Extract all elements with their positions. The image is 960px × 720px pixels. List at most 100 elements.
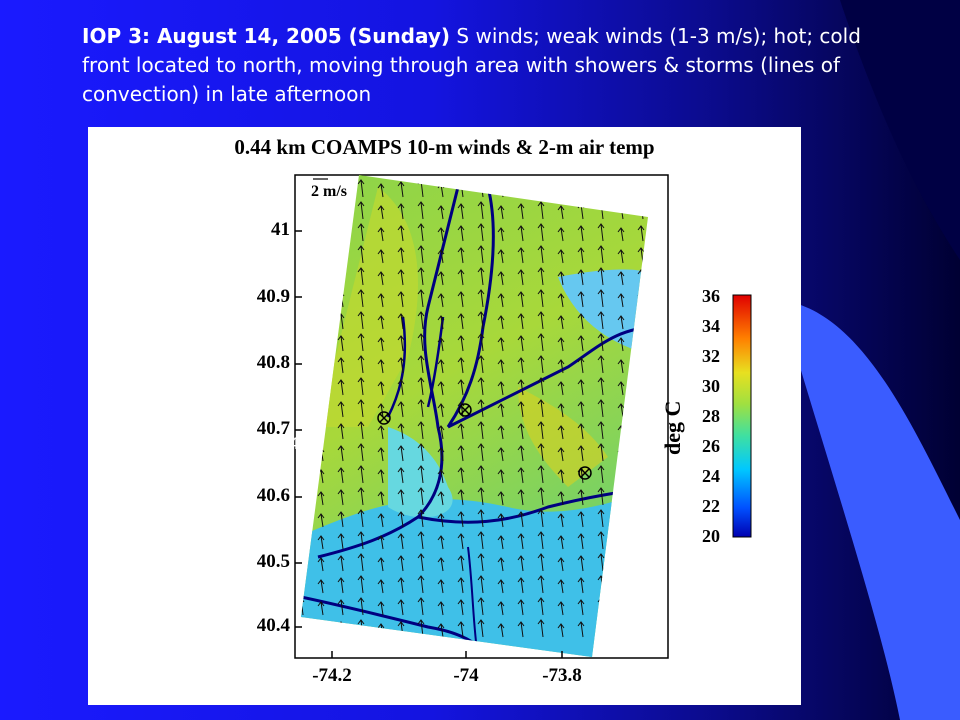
colorbar-tick-label: 22 — [702, 496, 720, 516]
wind-arrow — [417, 487, 425, 506]
wind-arrow — [537, 465, 545, 484]
wind-arrow — [557, 535, 565, 550]
wind-arrow — [517, 577, 525, 594]
wind-arrow — [517, 401, 525, 418]
wind-arrow — [377, 425, 385, 440]
wind-arrow — [417, 223, 425, 242]
wind-arrow — [537, 399, 545, 418]
wind-arrow — [477, 311, 485, 330]
slide-title-rest: S winds; weak winds (1-3 m/s); hot; cold… — [82, 24, 861, 106]
wind-arrow — [617, 271, 625, 286]
wind-arrow — [357, 487, 365, 506]
wind-arrow — [577, 379, 585, 396]
wind-arrow — [377, 271, 385, 286]
wind-arrow — [397, 445, 405, 462]
wind-arrow — [517, 489, 525, 506]
wind-arrow — [477, 333, 485, 352]
wind-arrow — [557, 315, 565, 330]
colorbar-unit-label: deg C — [660, 400, 685, 455]
wind-arrow — [417, 553, 425, 572]
wind-arrow — [317, 601, 325, 616]
wind-arrow — [437, 447, 445, 462]
colorbar-tick-label: 34 — [702, 316, 720, 336]
wind-arrow — [437, 359, 445, 374]
wind-arrow — [437, 469, 445, 484]
wind-arrow — [597, 487, 605, 506]
wind-arrow — [457, 225, 465, 242]
wind-arrow — [397, 489, 405, 506]
wind-arrow — [377, 249, 385, 264]
colorbar-tick-label: 20 — [702, 526, 720, 546]
wind-arrow — [517, 247, 525, 264]
wind-arrow — [457, 489, 465, 506]
wind-arrow — [537, 355, 545, 374]
wind-arrow — [517, 357, 525, 374]
wind-arrow — [517, 291, 525, 308]
wind-arrow — [357, 531, 365, 550]
wind-arrow — [457, 577, 465, 594]
wind-arrow — [577, 335, 585, 352]
wind-arrow — [477, 509, 485, 528]
wind-arrow — [417, 201, 425, 220]
wind-arrow — [457, 445, 465, 462]
wind-arrow — [497, 271, 505, 286]
wind-arrow — [597, 355, 605, 374]
wind-arrow — [477, 267, 485, 286]
wind-arrow — [357, 509, 365, 528]
wind-arrow — [377, 535, 385, 550]
slide-title: IOP 3: August 14, 2005 (Sunday) S winds;… — [82, 22, 882, 109]
lat-tick-label: 40.6 — [256, 485, 290, 506]
wind-arrow — [437, 579, 445, 594]
wind-arrow — [497, 227, 505, 242]
wind-arrow — [477, 575, 485, 594]
wind-arrow — [597, 443, 605, 462]
coastline-3 — [447, 325, 648, 429]
wind-arrow — [537, 223, 545, 242]
wind-arrow — [617, 293, 625, 308]
wind-arrow — [417, 267, 425, 286]
wind-arrow — [497, 513, 505, 528]
wind-arrow — [377, 205, 385, 220]
wind-arrow — [617, 227, 625, 242]
wind-arrow — [337, 379, 345, 396]
wind-arrow — [597, 509, 605, 528]
wind-arrow — [317, 513, 325, 528]
wind-arrow — [357, 377, 365, 396]
wind-arrow — [397, 269, 405, 286]
wind-arrow — [357, 597, 365, 616]
wind-arrow — [537, 245, 545, 264]
wind-arrow — [357, 421, 365, 440]
wind-arrow — [477, 421, 485, 440]
station-marker — [377, 411, 391, 425]
wind-arrow — [497, 403, 505, 418]
wind-arrow — [417, 377, 425, 396]
date-label: August 14 — [218, 434, 300, 453]
decorative-dark-band — [840, 0, 960, 260]
wind-arrow — [377, 337, 385, 352]
wind-arrow — [437, 491, 445, 506]
wind-arrow — [477, 377, 485, 396]
wind-arrow — [517, 335, 525, 352]
lat-tick-label: 40.9 — [256, 286, 290, 307]
wind-arrow — [397, 225, 405, 242]
colorbar-tick-label: 28 — [702, 406, 720, 426]
wind-arrow — [397, 555, 405, 572]
wind-arrow — [397, 357, 405, 374]
wind-arrow — [497, 205, 505, 220]
wind-arrow — [457, 467, 465, 484]
coastline — [317, 186, 460, 559]
wind-arrow — [417, 597, 425, 616]
wind-arrow — [477, 355, 485, 374]
wind-arrow — [497, 337, 505, 352]
wind-arrow — [457, 313, 465, 330]
wind-arrow — [457, 269, 465, 286]
wind-arrow — [497, 447, 505, 462]
wind-arrow — [537, 333, 545, 352]
wind-arrow — [457, 599, 465, 616]
wind-arrow — [617, 403, 625, 418]
wind-arrow — [457, 357, 465, 374]
wind-arrow — [577, 247, 585, 264]
wind-arrow — [457, 379, 465, 396]
wind-arrow — [437, 535, 445, 550]
wind-arrow — [517, 379, 525, 396]
